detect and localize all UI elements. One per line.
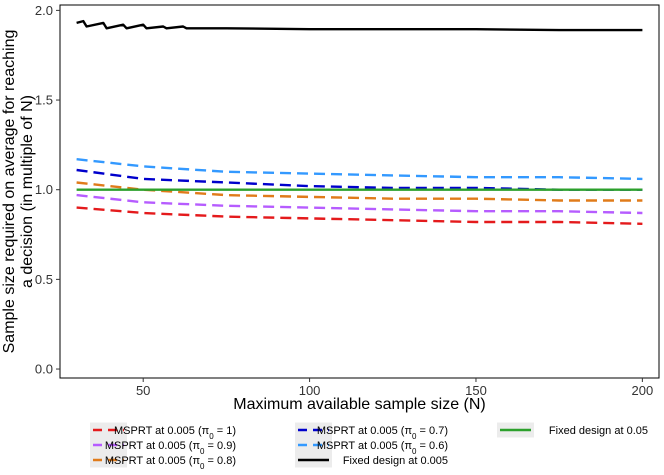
series-line-5 xyxy=(76,158,643,181)
series-line-6 xyxy=(76,19,643,32)
y-axis: 0.0 0.5 1.0 1.5 2.0 xyxy=(35,3,60,377)
y-tick-label: 1.5 xyxy=(35,93,53,108)
y-tick-label: 1.0 xyxy=(35,182,53,197)
y-tick-label: 0.0 xyxy=(35,362,53,377)
series-line-1 xyxy=(76,206,643,225)
x-tick-label: 150 xyxy=(465,383,487,398)
series-layer xyxy=(76,19,643,225)
y-axis-title-line-1: Sample size required on average for reac… xyxy=(1,30,18,354)
series-line-2 xyxy=(76,193,643,215)
legend-label-1: MSPRT at 0.005 (π0 = 1) xyxy=(114,425,236,441)
y-tick-label: 2.0 xyxy=(35,3,53,18)
legend-label-6: Fixed design at 0.005 xyxy=(343,455,448,467)
x-tick-label: 50 xyxy=(136,383,150,398)
legend-label-7: Fixed design at 0.05 xyxy=(549,425,648,437)
x-axis-title: Maximum available sample size (N) xyxy=(233,396,486,413)
legend: MSPRT at 0.005 (π0 = 1)MSPRT at 0.005 (π… xyxy=(90,422,648,471)
y-tick-label: 0.5 xyxy=(35,272,53,287)
x-tick-label: 100 xyxy=(299,383,321,398)
x-tick-label: 200 xyxy=(632,383,654,398)
plot-panel xyxy=(59,4,660,379)
x-axis: 50 100 150 200 xyxy=(136,378,653,398)
y-axis-title-line-2: a decision (in multiple of N) xyxy=(19,95,36,288)
series-line-3 xyxy=(76,181,643,202)
